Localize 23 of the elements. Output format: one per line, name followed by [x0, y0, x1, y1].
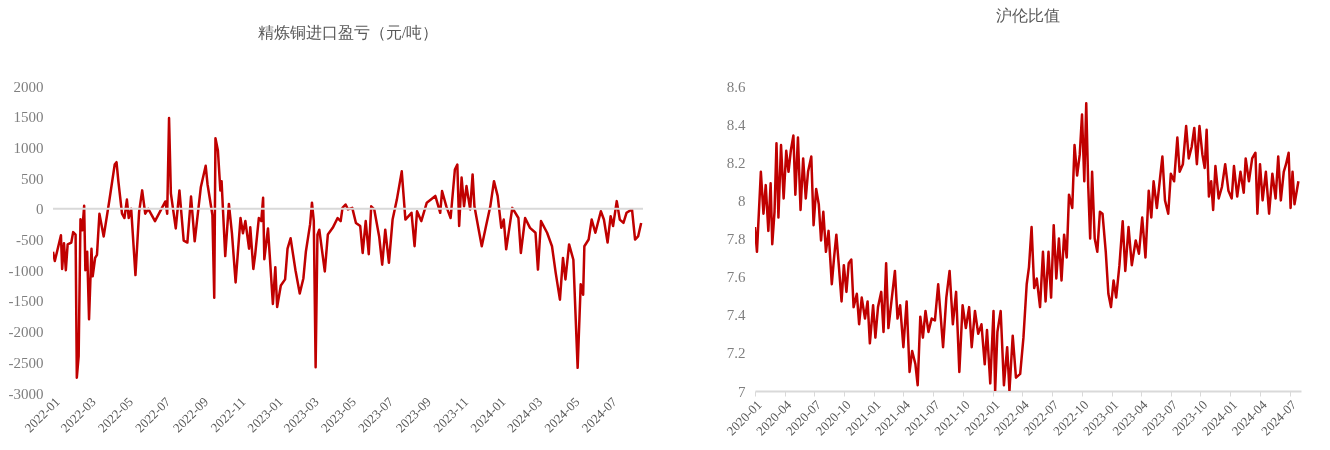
- y-tick-label: -1500: [8, 293, 44, 310]
- y-tick-label: -2000: [8, 324, 44, 341]
- y-tick-label: -2500: [8, 354, 44, 371]
- line-series: [53, 116, 643, 379]
- y-tick-label: 2000: [13, 78, 44, 95]
- y-tick-label: 8.4: [726, 116, 746, 133]
- y-tick-label: 7.4: [726, 307, 746, 324]
- y-tick-label: 1000: [13, 139, 44, 156]
- chart-title: 沪伦比值: [996, 7, 1060, 24]
- y-tick-label: 7.6: [726, 269, 746, 286]
- y-tick-label: 0: [36, 201, 44, 218]
- y-tick-label: -3000: [8, 385, 44, 402]
- y-tick-label: 7: [738, 383, 746, 400]
- chart-title: 精炼铜进口盈亏（元/吨）: [257, 24, 439, 41]
- y-tick-label: 1500: [13, 109, 44, 126]
- y-tick-label: -500: [16, 232, 44, 248]
- y-tick-label: 7.2: [726, 345, 746, 362]
- y-tick-label: 8: [738, 192, 746, 209]
- y-tick-label: 500: [21, 170, 44, 187]
- y-tick-label: 7.8: [726, 231, 746, 247]
- y-tick-label: -1000: [8, 262, 44, 279]
- y-tick-label: 8.6: [726, 78, 746, 95]
- y-tick-label: 8.2: [726, 154, 746, 171]
